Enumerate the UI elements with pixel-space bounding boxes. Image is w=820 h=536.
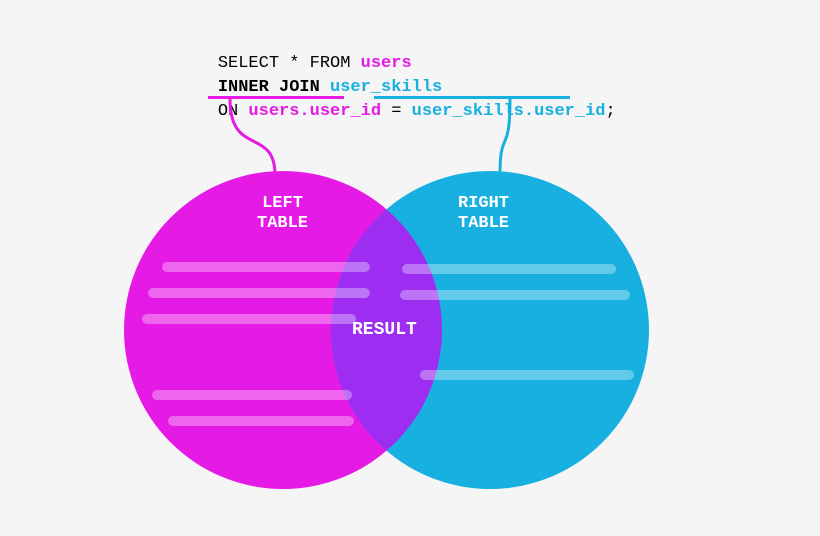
left-row-line xyxy=(142,314,356,324)
result-label: RESULT xyxy=(352,320,417,340)
left-row-line xyxy=(168,416,354,426)
diagram-stage: SELECT * FROM users INNER JOIN user_skil… xyxy=(0,0,820,536)
right-row-line xyxy=(400,290,630,300)
left-row-line xyxy=(162,262,370,272)
left-table-label: LEFT TABLE xyxy=(257,194,308,234)
right-row-line xyxy=(402,264,616,274)
right-table-label: RIGHT TABLE xyxy=(458,194,509,234)
left-row-line xyxy=(148,288,370,298)
left-row-line xyxy=(152,390,352,400)
right-row-line xyxy=(420,370,634,380)
